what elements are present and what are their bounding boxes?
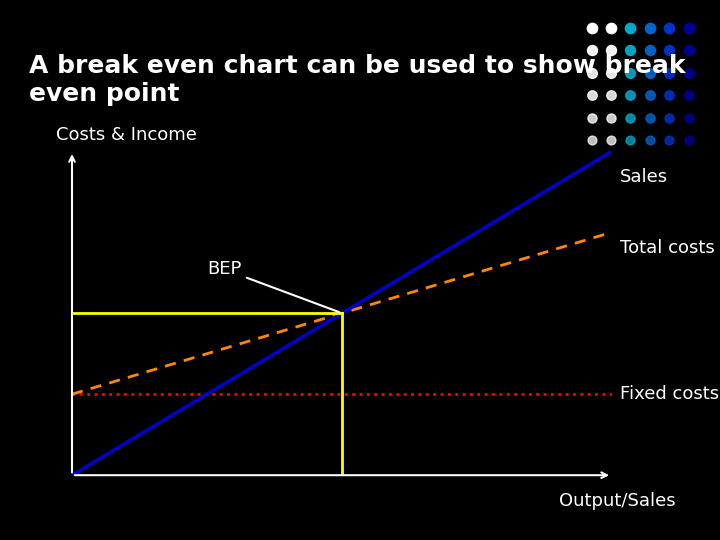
Point — [664, 113, 675, 122]
Point — [586, 68, 598, 77]
Text: Output/Sales: Output/Sales — [559, 492, 675, 510]
Point — [644, 46, 656, 55]
Point — [586, 136, 598, 144]
Text: BEP: BEP — [207, 260, 339, 312]
Point — [625, 23, 636, 32]
Point — [683, 68, 695, 77]
Point — [625, 46, 636, 55]
Point — [606, 46, 617, 55]
Text: A break even chart can be used to show break even point: A break even chart can be used to show b… — [29, 54, 685, 106]
Point — [586, 46, 598, 55]
Point — [625, 113, 636, 122]
Point — [644, 91, 656, 99]
Point — [664, 46, 675, 55]
Text: Fixed costs: Fixed costs — [620, 385, 719, 403]
Text: Costs & Income: Costs & Income — [56, 126, 197, 144]
Point — [644, 23, 656, 32]
Point — [625, 68, 636, 77]
Point — [586, 23, 598, 32]
Point — [586, 91, 598, 99]
Point — [625, 91, 636, 99]
Point — [683, 23, 695, 32]
Point — [586, 113, 598, 122]
Point — [606, 23, 617, 32]
Point — [683, 91, 695, 99]
Text: Sales: Sales — [620, 168, 668, 186]
Point — [644, 136, 656, 144]
Point — [683, 136, 695, 144]
Point — [664, 136, 675, 144]
Point — [606, 68, 617, 77]
Text: Total costs: Total costs — [620, 239, 715, 258]
Point — [606, 136, 617, 144]
Point — [606, 113, 617, 122]
Point — [664, 91, 675, 99]
Point — [644, 68, 656, 77]
Point — [683, 46, 695, 55]
Point — [683, 113, 695, 122]
Point — [625, 136, 636, 144]
Point — [664, 68, 675, 77]
Point — [664, 23, 675, 32]
Point — [606, 91, 617, 99]
Point — [644, 113, 656, 122]
